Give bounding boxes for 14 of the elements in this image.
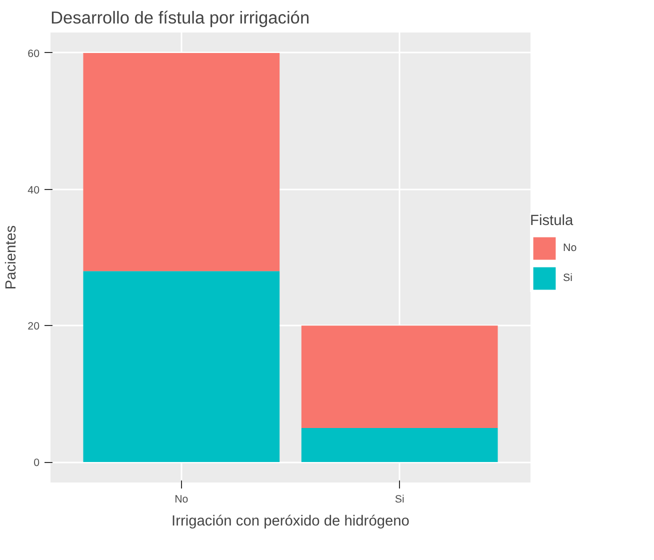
y-tick-label: 40 [28,184,40,196]
y-tick-label: 60 [28,48,40,60]
legend-label: Si [563,272,574,284]
chart-title: Desarrollo de fístula por irrigación [50,8,310,28]
bar [83,52,280,272]
legend-title: Fistula [530,213,574,229]
y-tick-label: 20 [28,320,40,333]
x-axis-title: Irrigación con peróxido de hidrógeno [172,514,410,530]
y-axis-title: Pacientes [4,225,20,290]
bar [83,271,280,462]
legend-label: No [563,242,578,254]
bar [301,428,498,462]
bar [301,326,498,428]
y-tick-label: 0 [34,457,40,470]
